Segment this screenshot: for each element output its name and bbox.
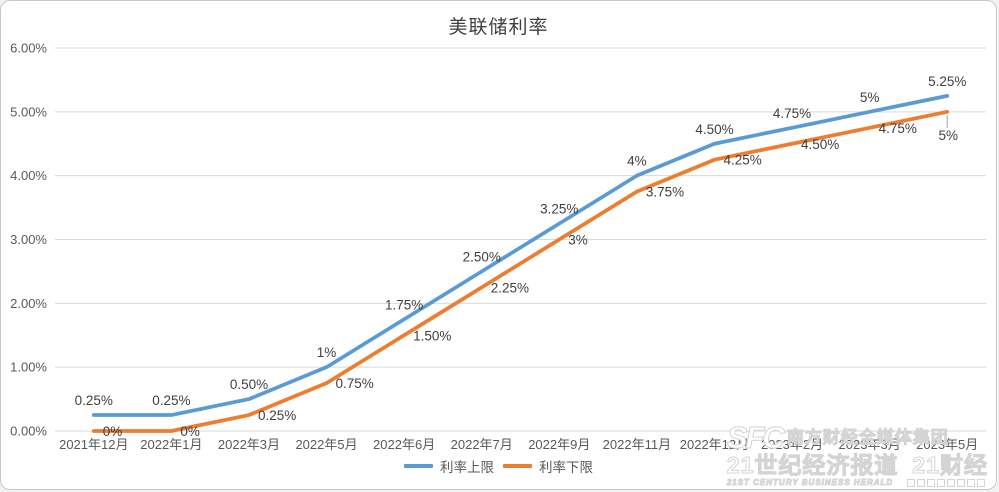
data-label: 0%	[180, 424, 200, 439]
data-label: 3.75%	[646, 185, 684, 200]
data-label: 5%	[860, 90, 880, 105]
x-tick-label: 2022年11月	[603, 437, 671, 452]
y-tick-label: 6.00%	[10, 41, 47, 56]
x-tick-label: 2022年3月	[218, 437, 280, 452]
series-line-lower	[91, 109, 950, 433]
legend-label-lower: 利率下限	[539, 460, 593, 475]
x-tick-label: 2022年9月	[528, 437, 590, 452]
x-tick-label: 2022年12月	[680, 437, 749, 452]
data-label: 0.75%	[336, 376, 374, 391]
legend-label-upper: 利率上限	[440, 460, 494, 475]
data-label: 1.75%	[385, 297, 423, 312]
data-label: 4%	[627, 154, 647, 169]
chart-title: 美联储利率	[448, 17, 549, 38]
y-tick-label: 3.00%	[10, 232, 47, 247]
data-label: 0.50%	[230, 377, 268, 392]
data-label: 0.25%	[75, 393, 113, 408]
data-label: 0.25%	[152, 393, 190, 408]
data-label: 2.25%	[491, 280, 529, 295]
data-label: 4.75%	[879, 121, 917, 136]
y-tick-label: 2.00%	[10, 296, 47, 311]
data-label: 4.50%	[695, 122, 733, 137]
data-label: 1.50%	[413, 328, 451, 343]
y-tick-label: 1.00%	[10, 360, 47, 375]
data-label: 3.25%	[540, 202, 578, 217]
legend-item-upper: 利率上限	[404, 456, 494, 476]
data-label: 0%	[103, 424, 123, 439]
data-label: 0.25%	[258, 408, 296, 423]
chart-legend: 利率上限 利率下限	[1, 456, 996, 476]
legend-item-lower: 利率下限	[503, 456, 593, 476]
x-tick-label: 2021年12月	[59, 437, 128, 452]
data-label: 5.25%	[928, 74, 966, 89]
x-tick-label: 2023年2月	[761, 437, 823, 452]
data-label: 4.75%	[773, 106, 811, 121]
legend-swatch-lower	[503, 464, 532, 468]
data-label: 3%	[568, 233, 588, 248]
data-label: 4.50%	[801, 137, 839, 152]
data-label: 1%	[317, 345, 337, 360]
legend-swatch-upper	[404, 464, 433, 468]
x-tick-label: 2022年7月	[451, 437, 513, 452]
x-tick-label: 2022年1月	[140, 437, 202, 452]
data-label: 5%	[938, 128, 958, 143]
series-line-upper	[91, 94, 950, 417]
data-label: 4.25%	[723, 153, 761, 168]
data-label: 2.50%	[463, 249, 501, 264]
x-tick-label: 2023年5月	[916, 437, 978, 452]
y-tick-label: 4.00%	[10, 168, 47, 183]
y-tick-label: 5.00%	[10, 104, 47, 119]
y-tick-label: 0.00%	[10, 424, 47, 439]
x-tick-label: 2023年3月	[839, 437, 901, 452]
x-tick-label: 2022年6月	[373, 437, 435, 452]
x-tick-label: 2022年5月	[295, 437, 357, 452]
